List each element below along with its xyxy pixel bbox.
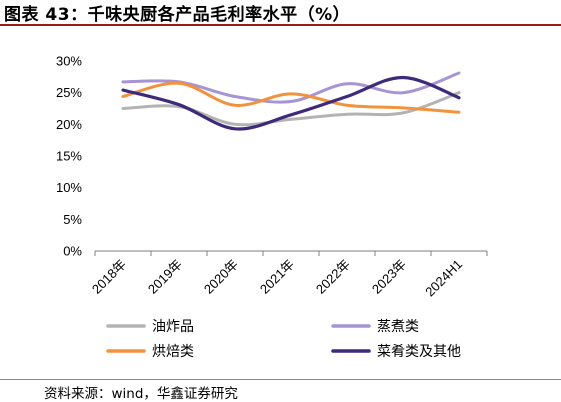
series-layer	[121, 71, 461, 131]
y-tick-label: 0%	[63, 244, 82, 259]
y-tick-label: 25%	[56, 85, 82, 100]
x-tick-label: 2019年	[145, 257, 185, 297]
y-tick-label: 5%	[63, 212, 82, 227]
title-divider	[0, 24, 561, 26]
source-note: 资料来源：wind，华鑫证券研究	[44, 386, 238, 402]
legend-label-1: 油炸品	[152, 319, 194, 335]
y-tick-label: 30%	[56, 54, 82, 69]
source-divider	[0, 379, 561, 380]
y-tick-label: 10%	[56, 180, 82, 195]
y-tick-label: 20%	[56, 117, 82, 132]
axes: 0% 5% 10% 15% 20% 25% 30% 2018年 2019年 2020年 2021年 2…	[56, 54, 488, 300]
x-tick-label: 2020年	[201, 257, 241, 297]
x-tick-label: 2023年	[369, 257, 409, 297]
chart-title: 图表 43：千味央厨各产品毛利率水平（%）	[4, 5, 351, 25]
x-tick-label: 2024H1	[422, 257, 465, 300]
legend-label-2: 蒸煮类	[377, 319, 419, 335]
y-tick-label: 15%	[56, 149, 82, 164]
legend-label-4: 菜肴类及其他	[377, 344, 461, 360]
series-line-3	[121, 81, 461, 114]
series-line-4	[121, 75, 461, 131]
legend-label-3: 烘焙类	[152, 344, 194, 360]
x-tick-label: 2018年	[89, 257, 129, 297]
x-tick-label: 2022年	[313, 257, 353, 297]
series-line-1	[121, 91, 461, 127]
x-tick-label: 2021年	[257, 257, 297, 297]
